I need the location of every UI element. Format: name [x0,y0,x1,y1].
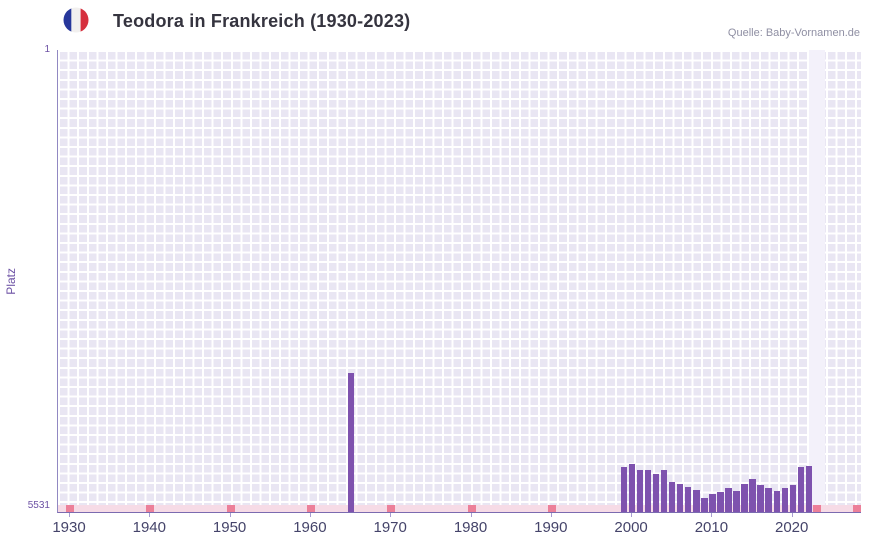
bar-2015[interactable] [749,479,756,512]
x-tick-label-1970: 1970 [373,519,407,536]
x-tick-mark-1990 [550,513,552,517]
x-tick-label-1990: 1990 [534,519,568,536]
x-tick-mark-1960 [309,513,311,517]
x-tick-mark-1980 [470,513,472,517]
bar-2013[interactable] [733,491,740,512]
source-credit: Quelle: Baby-Vornamen.de [727,27,860,39]
x-tick-mark-1930 [69,513,70,517]
x-tick-mark-2020 [791,513,793,517]
unranked-marker-1980 [467,505,476,512]
bar-2000[interactable] [628,464,636,512]
unranked-strip [58,505,861,512]
bar-1999[interactable] [620,467,628,512]
x-tick-label-1960: 1960 [293,519,327,536]
bar-2017[interactable] [765,488,772,512]
unranked-marker-1970 [387,505,396,512]
bar-2004[interactable] [661,470,668,512]
bar-2022[interactable] [805,466,812,512]
x-tick-label-2010: 2010 [694,519,729,536]
x-tick-mark-1940 [149,513,151,517]
unranked-marker-2023 [812,505,821,512]
bar-2003[interactable] [653,474,660,512]
x-tick-mark-2000 [631,513,633,517]
bar-2011[interactable] [717,492,724,512]
x-tick-label-1940: 1940 [132,519,166,536]
unranked-marker-1940 [146,505,155,512]
bar-2018[interactable] [773,491,780,512]
bar-2014[interactable] [741,484,748,512]
flag-red-stripe [80,7,89,33]
x-tick-label-2000: 2000 [614,519,648,536]
flag-blue-stripe [63,7,72,33]
x-tick-mark-2010 [711,513,713,517]
x-tick-label-1930: 1930 [52,519,86,536]
bar-2002[interactable] [645,470,652,512]
bar-2001[interactable] [637,470,644,512]
bar-2007[interactable] [685,487,692,512]
bar-2006[interactable] [677,484,684,512]
bar-2005[interactable] [669,482,676,512]
page-title: Teodora in Frankreich (1930-2023) [113,11,411,31]
bar-2019[interactable] [781,488,788,512]
axis-end-marker [853,505,861,512]
x-tick-mark-1950 [229,513,231,517]
x-axis-labels: 1930 1940 1950 1960 1970 1980 1990 2000 2010 2020 [52,513,860,545]
bar-2009[interactable] [701,498,708,512]
unranked-marker-1990 [547,505,556,512]
bar-2012[interactable] [725,488,732,512]
y-axis-title: Platz [4,267,18,295]
x-tick-label-1950: 1950 [212,519,247,536]
bar-2021[interactable] [797,467,804,512]
x-tick-label-1980: 1980 [453,519,488,536]
y-axis-bottom-tick-label: 5531 [27,500,50,511]
plot-area [57,50,861,513]
bar-1965[interactable] [347,373,355,512]
bar-2016[interactable] [757,485,764,512]
unranked-marker-1950 [226,505,235,512]
france-flag-icon [62,6,90,34]
x-tick-mark-1970 [390,513,392,517]
y-axis-title-wrap: Platz [0,50,22,512]
bar-2020[interactable] [789,485,796,512]
bar-2008[interactable] [693,490,700,512]
highlight-band-2023 [808,50,825,512]
unranked-marker-1960 [306,505,315,512]
unranked-marker-1930 [66,505,74,512]
bar-2010[interactable] [709,494,716,512]
flag-white-stripe [71,7,81,33]
y-axis-top-tick-label: 1 [44,44,50,55]
x-tick-label-2020: 2020 [775,519,809,536]
